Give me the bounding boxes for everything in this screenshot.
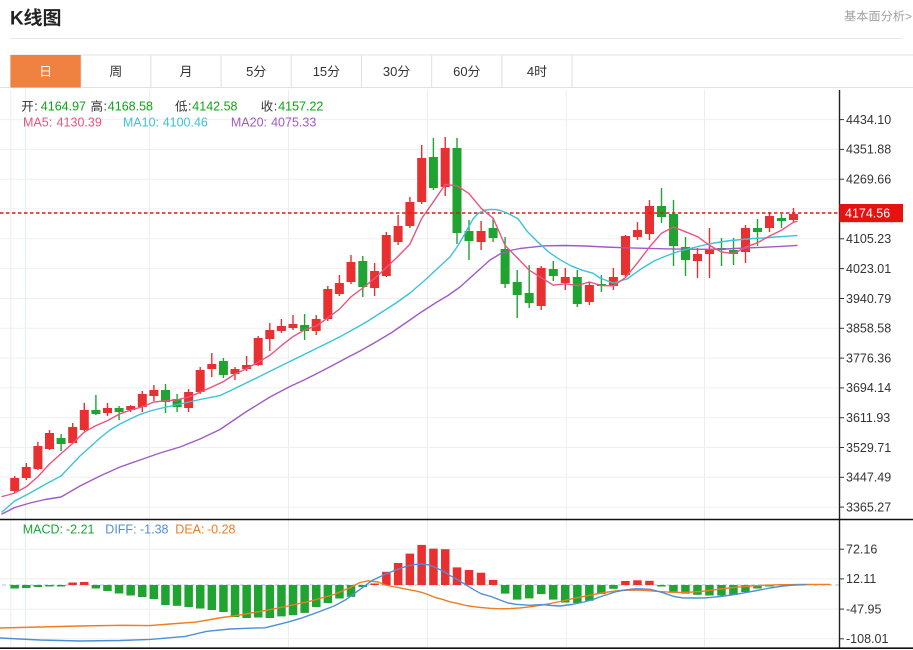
svg-text:4351.88: 4351.88 bbox=[846, 143, 891, 157]
svg-text:MACD:: MACD: bbox=[23, 523, 63, 537]
svg-text:12.11: 12.11 bbox=[846, 572, 876, 586]
svg-text:4157.22: 4157.22 bbox=[278, 100, 323, 114]
svg-text:-2.21: -2.21 bbox=[66, 523, 95, 537]
svg-text:60: 60 bbox=[453, 64, 467, 79]
svg-text:4075.33: 4075.33 bbox=[271, 116, 316, 130]
svg-text:-1.38: -1.38 bbox=[140, 523, 169, 537]
svg-text:4130.39: 4130.39 bbox=[57, 116, 102, 130]
svg-text:3365.27: 3365.27 bbox=[846, 500, 891, 514]
svg-text::: : bbox=[104, 100, 107, 114]
svg-text:3694.14: 3694.14 bbox=[846, 381, 891, 395]
svg-text:15: 15 bbox=[313, 64, 327, 79]
svg-text:30: 30 bbox=[383, 64, 397, 79]
svg-text::: : bbox=[34, 100, 37, 114]
svg-text:-108.01: -108.01 bbox=[846, 632, 888, 646]
svg-text:4434.10: 4434.10 bbox=[846, 113, 891, 127]
svg-text:-47.95: -47.95 bbox=[846, 602, 881, 616]
svg-text:3858.58: 3858.58 bbox=[846, 322, 891, 336]
svg-text:DIFF:: DIFF: bbox=[105, 523, 136, 537]
svg-text:4168.58: 4168.58 bbox=[108, 100, 153, 114]
svg-text:5: 5 bbox=[246, 64, 253, 79]
svg-text:4174.56: 4174.56 bbox=[845, 206, 890, 220]
svg-text:MA20:: MA20: bbox=[231, 116, 267, 130]
svg-text:3447.49: 3447.49 bbox=[846, 471, 891, 485]
svg-text:3776.36: 3776.36 bbox=[846, 351, 891, 365]
svg-text:-0.28: -0.28 bbox=[207, 523, 236, 537]
svg-text:4164.97: 4164.97 bbox=[41, 100, 86, 114]
svg-text:>: > bbox=[905, 10, 912, 24]
svg-text:4: 4 bbox=[527, 64, 534, 79]
svg-text:3529.71: 3529.71 bbox=[846, 441, 891, 455]
svg-text::: : bbox=[188, 100, 191, 114]
svg-text:3611.93: 3611.93 bbox=[846, 411, 890, 425]
svg-text:4105.23: 4105.23 bbox=[846, 232, 891, 246]
svg-text:72.16: 72.16 bbox=[846, 543, 877, 557]
svg-text:MA10:: MA10: bbox=[123, 116, 159, 130]
svg-text:3940.79: 3940.79 bbox=[846, 292, 891, 306]
svg-text:4023.01: 4023.01 bbox=[846, 262, 891, 276]
svg-text:K: K bbox=[10, 9, 24, 30]
svg-text:DEA:: DEA: bbox=[175, 523, 204, 537]
svg-text:4269.66: 4269.66 bbox=[846, 173, 891, 187]
svg-text:4100.46: 4100.46 bbox=[163, 116, 208, 130]
svg-text:4142.58: 4142.58 bbox=[192, 100, 237, 114]
svg-text:MA5:: MA5: bbox=[23, 116, 52, 130]
svg-text::: : bbox=[274, 100, 277, 114]
